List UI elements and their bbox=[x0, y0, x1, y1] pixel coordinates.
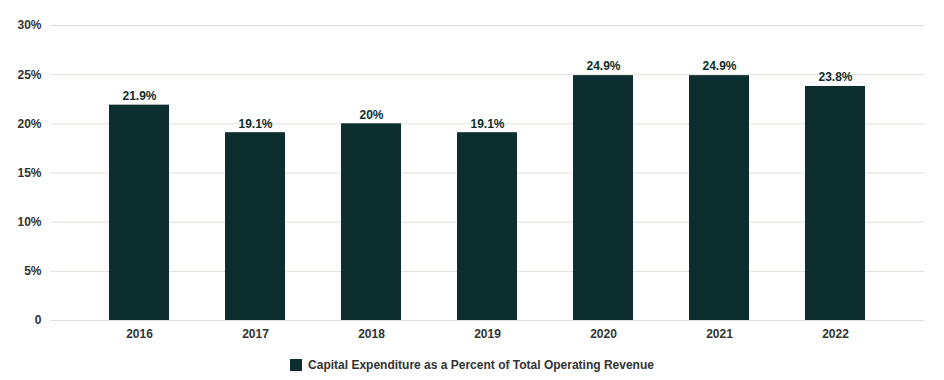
svg-text:2021: 2021 bbox=[706, 327, 733, 341]
html-text:Capital Expenditure as a Perce: Capital Expenditure as a Percent of Tota… bbox=[308, 358, 654, 372]
svg-text:19.1%: 19.1% bbox=[470, 117, 504, 131]
svg-text:2020: 2020 bbox=[590, 327, 617, 341]
svg-text:20%: 20% bbox=[17, 117, 41, 131]
svg-text:10%: 10% bbox=[17, 215, 41, 229]
svg-text:25%: 25% bbox=[17, 68, 41, 82]
svg-text:2022: 2022 bbox=[822, 327, 849, 341]
svg-text:24.9%: 24.9% bbox=[702, 59, 736, 73]
svg-text:24.9%: 24.9% bbox=[586, 59, 620, 73]
svg-text:0: 0 bbox=[35, 313, 42, 327]
svg-text:19.1%: 19.1% bbox=[238, 117, 272, 131]
svg-text:5%: 5% bbox=[24, 264, 42, 278]
svg-text:2016: 2016 bbox=[126, 327, 153, 341]
svg-text:15%: 15% bbox=[17, 166, 41, 180]
svg-text:23.8%: 23.8% bbox=[818, 70, 852, 84]
svg-text:21.9%: 21.9% bbox=[122, 89, 156, 103]
svg-text:20%: 20% bbox=[359, 108, 383, 122]
svg-text:2018: 2018 bbox=[358, 327, 385, 341]
svg-text:2019: 2019 bbox=[474, 327, 501, 341]
svg-text:30%: 30% bbox=[17, 18, 41, 32]
svg-text:2017: 2017 bbox=[242, 327, 269, 341]
